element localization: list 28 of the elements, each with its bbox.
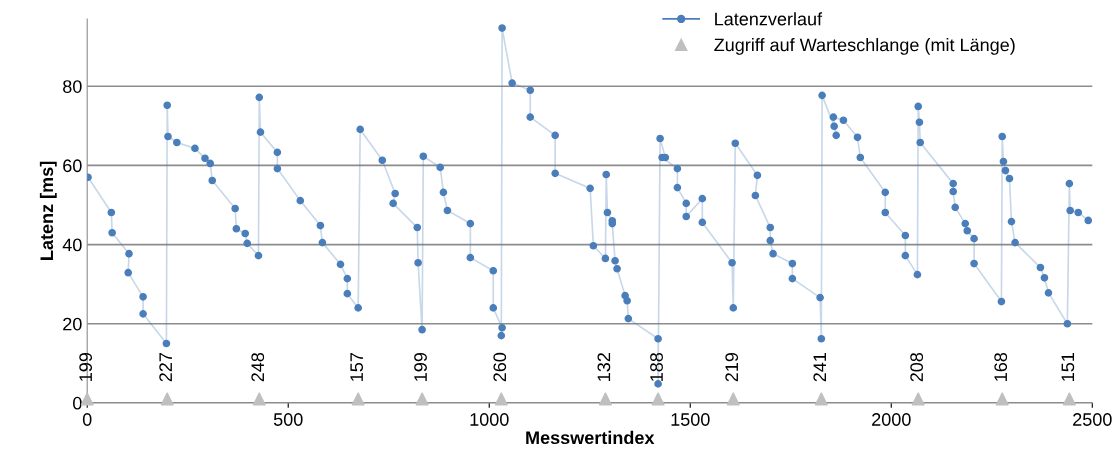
y-tick-label: 60	[63, 159, 82, 173]
x-tick-label: 500	[273, 413, 303, 426]
x-tick-label: 1500	[671, 413, 710, 426]
y-axis-title: Latenz [ms]	[39, 161, 57, 260]
annotation: 199	[414, 353, 427, 381]
x-tick-label: 2500	[1073, 413, 1112, 426]
x-tick-label: 0	[82, 413, 92, 426]
annotation: 132	[597, 353, 611, 381]
annotation: 219	[725, 353, 739, 382]
y-tick-label: 0	[73, 396, 82, 410]
x-tick-label: 2000	[872, 413, 911, 426]
annotation: 260	[493, 352, 507, 382]
y-tick-label: 40	[62, 238, 82, 252]
x-tick-label: 1000	[470, 413, 509, 426]
annotation: 208	[910, 352, 924, 382]
annotation: 248	[251, 352, 265, 382]
x-axis-title: Messwertindex	[526, 430, 655, 445]
legend-label: Latenzverlauf	[715, 12, 823, 26]
y-tick-label: 20	[63, 317, 82, 331]
legend-label: Zugriff auf Warteschlange (mit Länge)	[714, 38, 1015, 55]
annotation: 199	[79, 353, 93, 381]
annotation: 241	[813, 353, 826, 382]
annotation: 188	[650, 352, 663, 381]
annotation: 227	[159, 353, 172, 382]
annotation: 151	[1061, 353, 1075, 381]
y-tick-label: 80	[63, 80, 82, 93]
annotation: 168	[994, 352, 1008, 381]
annotation: 157	[350, 353, 364, 381]
